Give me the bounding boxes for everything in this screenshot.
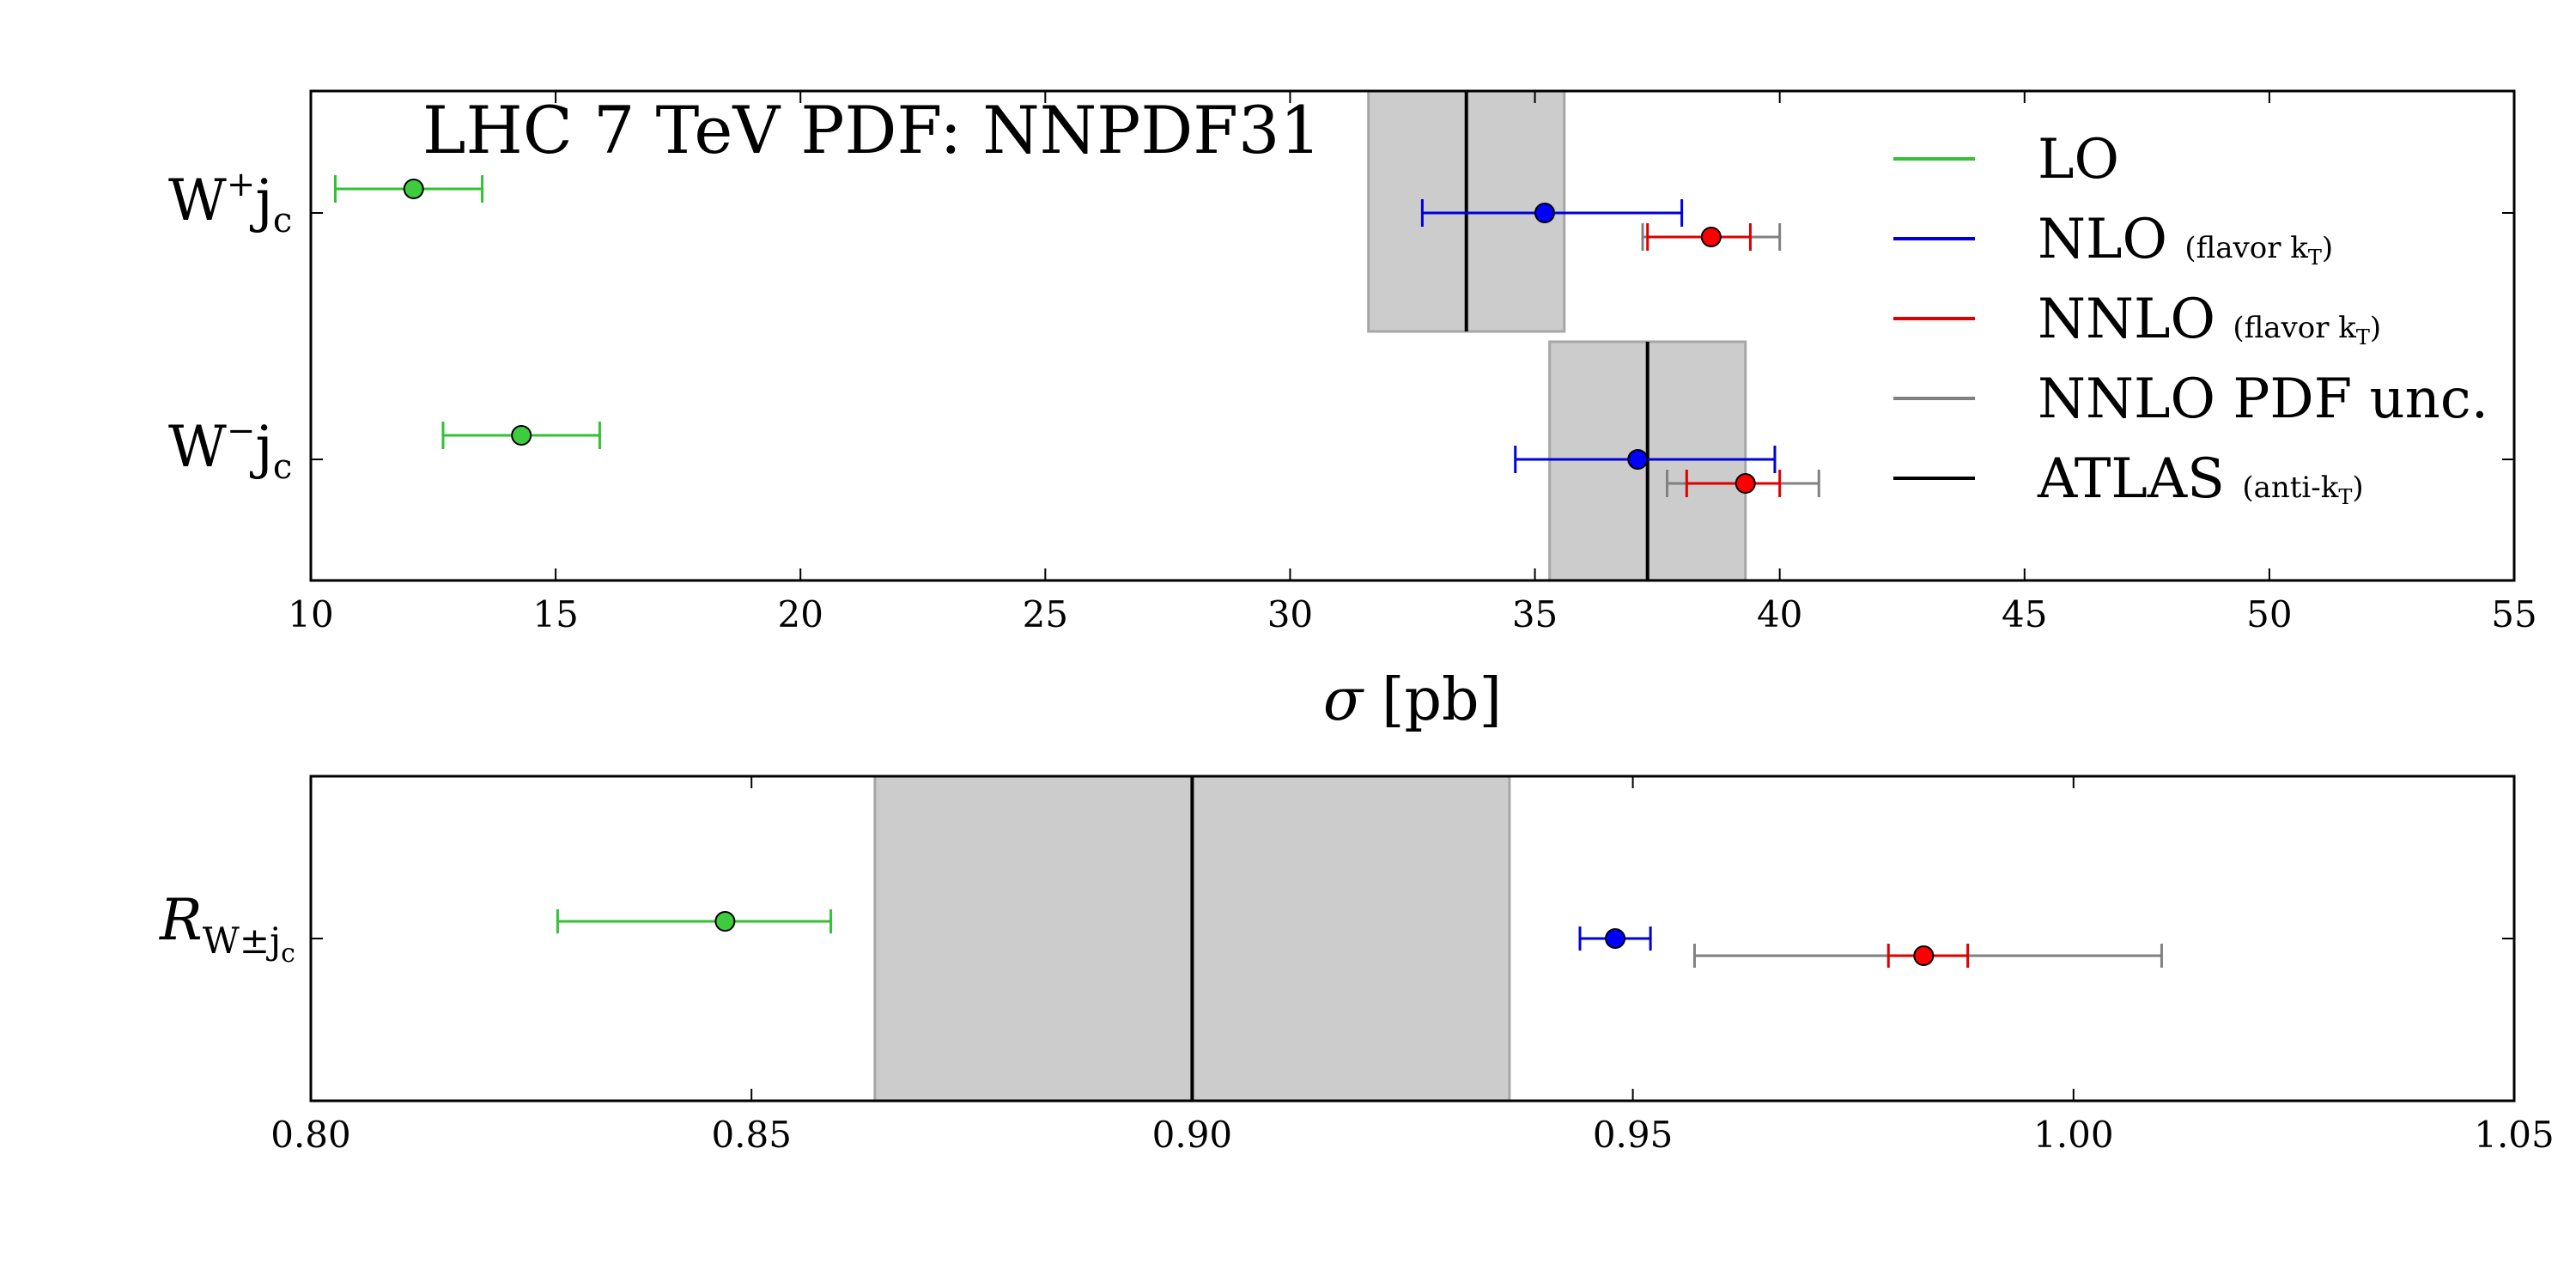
- x-tick-label: 50: [2246, 593, 2292, 635]
- chart-title: LHC 7 TeV PDF: NNPDF31: [422, 92, 1321, 168]
- nlo-marker: [1534, 203, 1555, 223]
- legend-label-atlas: ATLAS (anti-kT): [2037, 447, 2364, 511]
- x-tick-label: 40: [1757, 593, 1802, 635]
- x-tick-label: 55: [2491, 593, 2537, 635]
- legend: LO NLO (flavor kT) NNLO (flavor kT) NNLO PD…: [1893, 128, 2488, 511]
- prediction-series-top: [334, 175, 1820, 497]
- x-tick-label: 0.80: [270, 1114, 351, 1156]
- nlo-marker: [1605, 928, 1626, 949]
- x-tick-label: 15: [532, 593, 578, 635]
- x-tick-label: 0.85: [711, 1114, 792, 1156]
- legend-label-nlo: NLO (flavor kT): [2038, 208, 2333, 271]
- nnlo-marker: [1735, 473, 1756, 494]
- x-tick-label: 0.90: [1152, 1114, 1233, 1156]
- top-x-ticks: 10 15 20 25 30 35 40 45 50 55: [288, 91, 2537, 635]
- row-label-w-minus: W−jc: [168, 411, 292, 487]
- nnlo-marker: [1700, 227, 1722, 247]
- atlas-bands-top: [1367, 89, 1747, 582]
- bottom-x-ticks: 0.80 0.85 0.90 0.95 1.00 1.05: [270, 776, 2555, 1156]
- legend-label-nnlo: NNLO (flavor kT): [2038, 288, 2381, 351]
- x-tick-label: 45: [2002, 593, 2047, 635]
- lo-marker: [511, 425, 532, 446]
- x-tick-label: 1.00: [2033, 1114, 2114, 1156]
- ratio-panel: 0.80 0.85 0.90 0.95 1.00 1.05 RW±jc: [159, 775, 2555, 1156]
- x-axis-label: σ [pb]: [1323, 666, 1502, 734]
- x-tick-label: 35: [1512, 593, 1558, 635]
- x-tick-label: 10: [288, 593, 333, 635]
- row-label-w-plus: W+jc: [168, 165, 292, 240]
- legend-label-lo: LO: [2038, 128, 2119, 191]
- top-y-ticks: [311, 212, 2514, 460]
- row-label-ratio: RW±jc: [159, 887, 295, 969]
- nnlo-marker: [1913, 945, 1935, 966]
- prediction-series-bottom: [556, 909, 2163, 968]
- x-tick-label: 20: [777, 593, 823, 635]
- x-tick-label: 25: [1023, 593, 1068, 635]
- lo-marker: [403, 179, 424, 199]
- x-tick-label: 30: [1267, 593, 1313, 635]
- x-tick-label: 0.95: [1593, 1114, 1674, 1156]
- legend-label-pdf: NNLO PDF unc.: [2038, 368, 2488, 431]
- top-plot-frame: [309, 89, 2516, 582]
- atlas-band-bottom: [873, 775, 1511, 1103]
- nlo-marker: [1627, 449, 1649, 470]
- cross-section-panel: 10 15 20 25 30 35 40 45 50 55 LHC 7 TeV PDF: NNPD…: [168, 89, 2537, 734]
- lo-marker: [714, 911, 736, 932]
- x-tick-label: 1.05: [2474, 1114, 2555, 1156]
